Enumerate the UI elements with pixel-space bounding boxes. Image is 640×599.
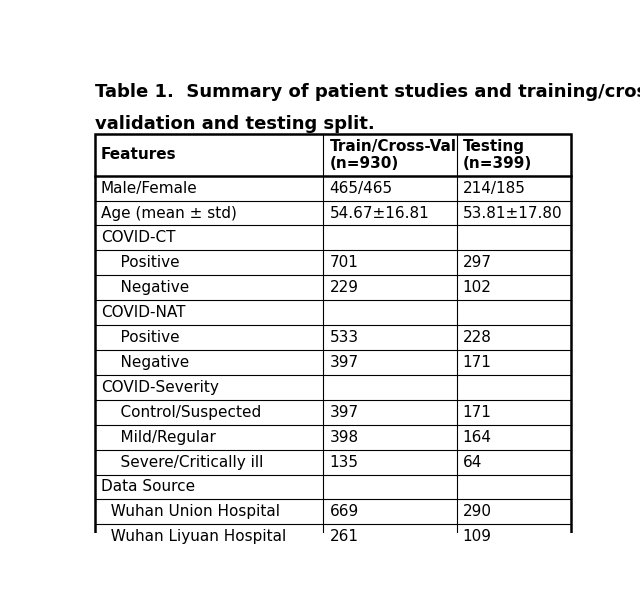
Text: 533: 533 <box>330 330 358 345</box>
Text: Train/Cross-Val
(n=930): Train/Cross-Val (n=930) <box>330 139 456 171</box>
Text: COVID-NAT: COVID-NAT <box>101 305 186 320</box>
Text: Wuhan Liyuan Hospital: Wuhan Liyuan Hospital <box>101 530 286 544</box>
Text: 53.81±17.80: 53.81±17.80 <box>463 205 563 220</box>
Text: validation and testing split.: validation and testing split. <box>95 115 374 133</box>
Bar <box>95 134 571 549</box>
Text: 54.67±16.81: 54.67±16.81 <box>330 205 429 220</box>
Text: Severe/Critically ill: Severe/Critically ill <box>101 455 263 470</box>
Text: Features: Features <box>101 147 177 162</box>
Text: Age (mean ± std): Age (mean ± std) <box>101 205 237 220</box>
Text: 397: 397 <box>330 355 358 370</box>
Text: 109: 109 <box>463 530 492 544</box>
Text: COVID-CT: COVID-CT <box>101 231 175 246</box>
Text: 669: 669 <box>330 504 358 519</box>
Text: Mild/Regular: Mild/Regular <box>101 429 216 444</box>
Text: Positive: Positive <box>101 255 179 270</box>
Text: 465/465: 465/465 <box>330 181 392 196</box>
Text: 135: 135 <box>330 455 358 470</box>
Text: 64: 64 <box>463 455 482 470</box>
Text: Male/Female: Male/Female <box>101 181 198 196</box>
Text: Positive: Positive <box>101 330 179 345</box>
Text: 701: 701 <box>330 255 358 270</box>
Text: 290: 290 <box>463 504 492 519</box>
Text: Control/Suspected: Control/Suspected <box>101 405 261 420</box>
Text: 297: 297 <box>463 255 492 270</box>
Text: 228: 228 <box>463 330 492 345</box>
Text: Wuhan Union Hospital: Wuhan Union Hospital <box>101 504 280 519</box>
Text: 171: 171 <box>463 405 492 420</box>
Text: Data Source: Data Source <box>101 479 195 495</box>
Text: Negative: Negative <box>101 355 189 370</box>
Text: Table 1.  Summary of patient studies and training/cross-: Table 1. Summary of patient studies and … <box>95 83 640 101</box>
Text: 397: 397 <box>330 405 358 420</box>
Text: Testing
(n=399): Testing (n=399) <box>463 139 532 171</box>
Text: 398: 398 <box>330 429 358 444</box>
Text: Negative: Negative <box>101 280 189 295</box>
Text: 214/185: 214/185 <box>463 181 525 196</box>
Text: 171: 171 <box>463 355 492 370</box>
Text: 229: 229 <box>330 280 358 295</box>
Text: 102: 102 <box>463 280 492 295</box>
Text: 261: 261 <box>330 530 358 544</box>
Text: COVID-Severity: COVID-Severity <box>101 380 219 395</box>
Text: 164: 164 <box>463 429 492 444</box>
